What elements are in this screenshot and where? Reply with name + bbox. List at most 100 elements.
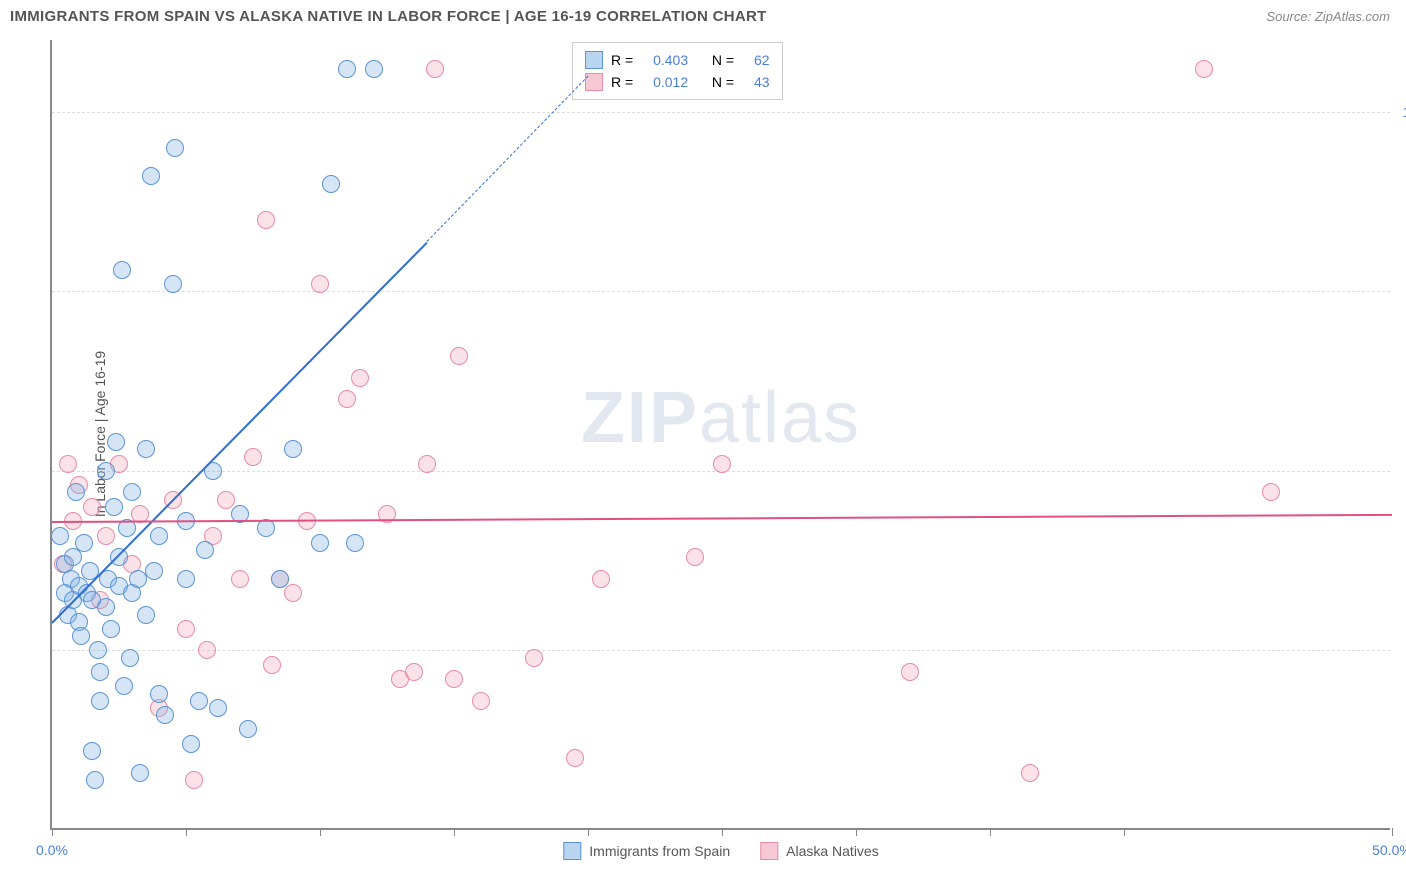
scatter-point [196,541,214,559]
scatter-point [97,598,115,616]
scatter-point [110,548,128,566]
scatter-point [418,455,436,473]
y-tick-label: 100.0% [1395,104,1406,120]
chart-container: ZIPatlas In Labor Force | Age 16-19 R = … [50,40,1390,830]
scatter-point [105,498,123,516]
y-tick-label: 25.0% [1395,642,1406,658]
scatter-point [284,440,302,458]
scatter-point [198,641,216,659]
scatter-point [217,491,235,509]
scatter-point [322,175,340,193]
scatter-point [51,527,69,545]
gridline [52,291,1390,292]
swatch-blue [585,51,603,69]
scatter-point [405,663,423,681]
scatter-point [91,692,109,710]
trend-line [52,514,1392,523]
scatter-point [1262,483,1280,501]
scatter-point [338,390,356,408]
x-tick [588,828,589,836]
scatter-point [346,534,364,552]
watermark: ZIPatlas [581,377,861,459]
stats-row-pink: R = 0.012 N = 43 [585,71,770,93]
scatter-point [351,369,369,387]
scatter-point [185,771,203,789]
scatter-point [271,570,289,588]
x-tick [454,828,455,836]
swatch-blue [563,842,581,860]
scatter-point [445,670,463,688]
scatter-point [257,519,275,537]
scatter-point [107,433,125,451]
y-tick-label: 50.0% [1395,463,1406,479]
scatter-point [231,570,249,588]
scatter-point [311,275,329,293]
scatter-point [91,663,109,681]
scatter-point [1195,60,1213,78]
x-tick [320,828,321,836]
scatter-point [311,534,329,552]
chart-title: IMMIGRANTS FROM SPAIN VS ALASKA NATIVE I… [10,8,767,25]
scatter-point [150,527,168,545]
scatter-point [190,692,208,710]
scatter-point [1021,764,1039,782]
stats-legend: R = 0.403 N = 62 R = 0.012 N = 43 [572,42,783,100]
scatter-point [83,498,101,516]
scatter-point [121,649,139,667]
scatter-point [123,483,141,501]
swatch-pink [760,842,778,860]
scatter-point [713,455,731,473]
scatter-point [164,275,182,293]
scatter-point [592,570,610,588]
x-tick-label: 50.0% [1372,842,1406,858]
scatter-point [239,720,257,738]
plot-area: ZIPatlas In Labor Force | Age 16-19 R = … [50,40,1390,830]
scatter-point [525,649,543,667]
x-tick [722,828,723,836]
scatter-point [89,641,107,659]
scatter-point [59,455,77,473]
gridline [52,112,1390,113]
scatter-point [263,656,281,674]
x-tick-label: 0.0% [36,842,68,858]
stats-row-blue: R = 0.403 N = 62 [585,49,770,71]
scatter-point [284,584,302,602]
scatter-point [145,562,163,580]
scatter-point [244,448,262,466]
scatter-point [177,570,195,588]
scatter-point [131,764,149,782]
gridline [52,650,1390,651]
scatter-point [115,677,133,695]
scatter-point [137,606,155,624]
scatter-point [156,706,174,724]
scatter-point [686,548,704,566]
scatter-point [97,527,115,545]
scatter-point [257,211,275,229]
scatter-point [83,742,101,760]
scatter-point [75,534,93,552]
scatter-point [150,685,168,703]
scatter-point [72,627,90,645]
scatter-point [901,663,919,681]
x-tick [186,828,187,836]
y-tick-label: 75.0% [1395,283,1406,299]
scatter-point [426,60,444,78]
trend-line [427,76,589,242]
scatter-point [142,167,160,185]
y-axis-label: In Labor Force | Age 16-19 [92,351,108,517]
scatter-point [566,749,584,767]
scatter-point [137,440,155,458]
scatter-point [365,60,383,78]
x-tick [1124,828,1125,836]
scatter-point [113,261,131,279]
scatter-point [166,139,184,157]
legend-item-blue: Immigrants from Spain [563,842,730,860]
series-legend: Immigrants from Spain Alaska Natives [563,842,878,860]
x-tick [990,828,991,836]
scatter-point [177,620,195,638]
x-tick [856,828,857,836]
scatter-point [102,620,120,638]
x-tick [52,828,53,836]
scatter-point [338,60,356,78]
legend-item-pink: Alaska Natives [760,842,879,860]
